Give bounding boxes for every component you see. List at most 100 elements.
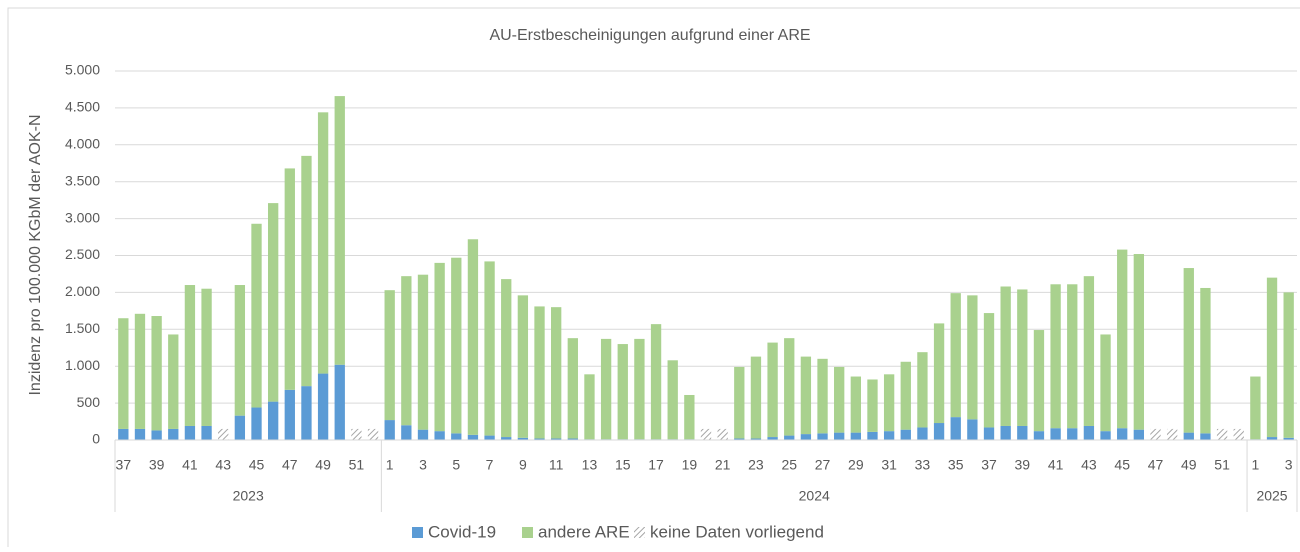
bar bbox=[1117, 428, 1128, 440]
bar bbox=[1200, 433, 1211, 440]
bar bbox=[800, 434, 812, 440]
bar bbox=[883, 431, 895, 440]
y-tick-label: 3.000 bbox=[65, 209, 100, 225]
x-tick-label: 49 bbox=[1181, 457, 1197, 473]
bar bbox=[567, 338, 578, 439]
bar bbox=[151, 316, 162, 431]
bar bbox=[517, 295, 529, 438]
bar bbox=[1050, 428, 1061, 440]
legend-label: Covid-19 bbox=[428, 522, 496, 541]
bar bbox=[933, 323, 945, 424]
bar bbox=[1083, 276, 1095, 426]
bar bbox=[1266, 277, 1278, 438]
bar bbox=[950, 417, 961, 440]
bar bbox=[784, 435, 795, 440]
bar bbox=[1283, 437, 1294, 440]
bar bbox=[983, 313, 995, 428]
bar bbox=[1033, 330, 1045, 432]
bar bbox=[301, 155, 312, 387]
x-tick-label: 19 bbox=[682, 457, 698, 473]
bar bbox=[634, 338, 645, 440]
bar bbox=[967, 419, 978, 440]
bar bbox=[201, 288, 212, 426]
y-axis-label: Inzidenz pro 100.000 KGbM der AOK-N bbox=[27, 114, 44, 395]
bar bbox=[800, 356, 812, 435]
x-tick-label: 43 bbox=[215, 457, 231, 473]
bar bbox=[301, 386, 312, 440]
bar bbox=[1000, 286, 1011, 426]
bar bbox=[1183, 432, 1194, 440]
legend-swatch bbox=[634, 527, 645, 538]
group-label: 2025 bbox=[1256, 488, 1287, 504]
bar bbox=[317, 112, 329, 374]
bar bbox=[717, 428, 728, 440]
bar bbox=[451, 257, 462, 434]
bar bbox=[900, 429, 911, 440]
bar bbox=[1266, 437, 1278, 440]
legend-swatch bbox=[412, 527, 423, 538]
y-tick-label: 3.500 bbox=[65, 172, 100, 188]
x-tick-label: 49 bbox=[315, 457, 331, 473]
bar bbox=[134, 428, 146, 440]
bar bbox=[151, 430, 162, 440]
bar bbox=[317, 373, 329, 440]
bar bbox=[917, 352, 928, 428]
bar bbox=[484, 261, 495, 436]
bar bbox=[1083, 425, 1095, 440]
bar bbox=[1117, 249, 1128, 429]
bar bbox=[900, 361, 911, 430]
bar bbox=[734, 438, 745, 440]
x-tick-label: 3 bbox=[419, 457, 427, 473]
bar bbox=[534, 438, 545, 440]
bar bbox=[401, 425, 412, 440]
x-tick-label: 43 bbox=[1081, 457, 1097, 473]
bar bbox=[434, 262, 445, 432]
bar bbox=[467, 239, 479, 435]
bar bbox=[484, 435, 495, 440]
x-tick-label: 11 bbox=[549, 457, 564, 473]
bar bbox=[1150, 428, 1161, 440]
bar bbox=[451, 433, 462, 440]
x-tick-label: 37 bbox=[116, 457, 132, 473]
bar bbox=[551, 307, 562, 439]
bar bbox=[850, 432, 861, 440]
bar bbox=[417, 274, 429, 430]
bar bbox=[201, 425, 212, 440]
x-tick-label: 45 bbox=[249, 457, 265, 473]
bar bbox=[168, 428, 179, 440]
bar bbox=[850, 376, 861, 433]
y-tick-label: 2.500 bbox=[65, 246, 100, 262]
bar bbox=[351, 428, 362, 440]
bar bbox=[501, 437, 512, 440]
chart-frame bbox=[7, 7, 1300, 552]
x-tick-label: 37 bbox=[981, 457, 997, 473]
bar bbox=[867, 379, 878, 432]
bar bbox=[134, 313, 146, 429]
bar bbox=[1200, 287, 1211, 434]
bar bbox=[834, 366, 845, 433]
bar bbox=[600, 338, 612, 440]
x-tick-label: 1 bbox=[386, 457, 394, 473]
bar bbox=[184, 285, 196, 426]
bar bbox=[534, 306, 545, 439]
bar bbox=[1100, 431, 1111, 440]
legend-label: keine Daten vorliegend bbox=[650, 522, 824, 541]
bar bbox=[1133, 254, 1145, 430]
bar bbox=[234, 415, 246, 440]
x-tick-label: 45 bbox=[1114, 457, 1130, 473]
y-tick-label: 2.000 bbox=[65, 283, 100, 299]
y-tick-label: 1.500 bbox=[65, 320, 100, 336]
x-tick-label: 51 bbox=[349, 457, 365, 473]
y-tick-label: 500 bbox=[77, 394, 101, 410]
x-tick-label: 7 bbox=[486, 457, 494, 473]
y-tick-label: 1.000 bbox=[65, 357, 100, 373]
bar bbox=[950, 293, 961, 418]
bar bbox=[1000, 425, 1011, 440]
x-tick-label: 47 bbox=[282, 457, 298, 473]
x-tick-label: 31 bbox=[881, 457, 897, 473]
bar bbox=[118, 318, 129, 429]
bar bbox=[750, 356, 762, 439]
bar bbox=[467, 434, 479, 440]
bar bbox=[251, 407, 262, 440]
